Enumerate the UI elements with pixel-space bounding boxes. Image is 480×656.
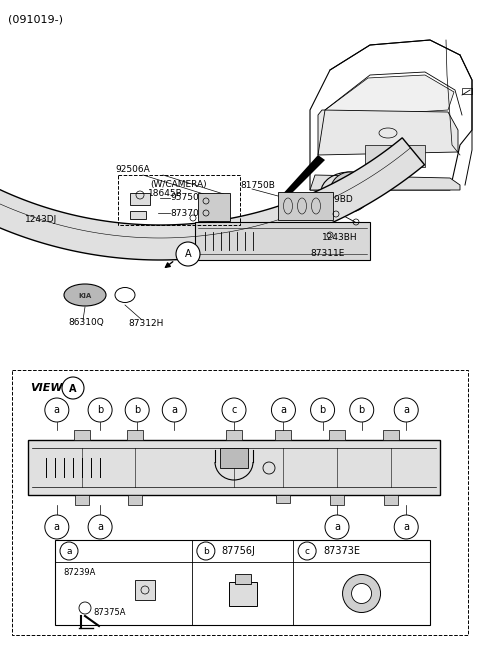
Circle shape — [394, 515, 418, 539]
Circle shape — [176, 242, 200, 266]
Text: 87373E: 87373E — [323, 546, 360, 556]
Text: 1243BH: 1243BH — [322, 234, 358, 243]
Text: a: a — [97, 522, 103, 532]
Circle shape — [45, 515, 69, 539]
Circle shape — [60, 542, 78, 560]
FancyBboxPatch shape — [365, 145, 425, 167]
Text: 86310Q: 86310Q — [68, 319, 104, 327]
FancyBboxPatch shape — [235, 573, 251, 583]
Circle shape — [350, 398, 374, 422]
Text: 1249BD: 1249BD — [318, 195, 354, 205]
FancyBboxPatch shape — [130, 211, 146, 219]
Ellipse shape — [64, 284, 106, 306]
FancyBboxPatch shape — [195, 222, 370, 260]
Text: c: c — [231, 405, 237, 415]
Circle shape — [325, 515, 349, 539]
Ellipse shape — [351, 583, 372, 604]
Text: 87311E: 87311E — [310, 249, 344, 258]
Text: a: a — [334, 522, 340, 532]
FancyBboxPatch shape — [276, 495, 290, 503]
FancyBboxPatch shape — [226, 430, 242, 440]
Circle shape — [311, 398, 335, 422]
Text: (W/CAMERA): (W/CAMERA) — [151, 180, 207, 190]
Ellipse shape — [343, 575, 381, 613]
Text: b: b — [97, 405, 103, 415]
FancyBboxPatch shape — [73, 430, 90, 440]
Polygon shape — [0, 138, 424, 260]
Text: a: a — [54, 405, 60, 415]
FancyBboxPatch shape — [12, 370, 468, 635]
FancyBboxPatch shape — [127, 430, 143, 440]
Circle shape — [272, 398, 296, 422]
Text: VIEW: VIEW — [30, 383, 62, 393]
Circle shape — [330, 172, 370, 212]
Polygon shape — [280, 155, 325, 200]
FancyBboxPatch shape — [55, 540, 430, 625]
Text: 87239A: 87239A — [63, 568, 96, 577]
Text: (091019-): (091019-) — [8, 14, 63, 24]
Text: 87312H: 87312H — [128, 319, 163, 327]
Text: 18645B: 18645B — [148, 188, 183, 197]
Text: b: b — [320, 405, 326, 415]
Polygon shape — [318, 110, 458, 155]
Text: 87370J: 87370J — [170, 209, 202, 218]
Circle shape — [125, 398, 149, 422]
Circle shape — [298, 542, 316, 560]
FancyBboxPatch shape — [198, 193, 230, 221]
Text: 87375A: 87375A — [94, 608, 126, 617]
Text: 92506A: 92506A — [115, 165, 150, 174]
Text: a: a — [403, 522, 409, 532]
Text: 87756J: 87756J — [222, 546, 256, 556]
Text: a: a — [171, 405, 177, 415]
FancyBboxPatch shape — [330, 495, 344, 505]
FancyBboxPatch shape — [74, 495, 88, 505]
Text: a: a — [280, 405, 287, 415]
FancyBboxPatch shape — [135, 580, 155, 600]
Text: b: b — [134, 405, 140, 415]
Circle shape — [45, 398, 69, 422]
FancyBboxPatch shape — [278, 192, 333, 220]
Circle shape — [394, 398, 418, 422]
Text: A: A — [185, 249, 192, 259]
Circle shape — [88, 398, 112, 422]
Text: 1243DJ: 1243DJ — [25, 216, 57, 224]
Polygon shape — [310, 175, 460, 190]
Circle shape — [88, 515, 112, 539]
FancyBboxPatch shape — [384, 495, 397, 505]
FancyBboxPatch shape — [276, 430, 291, 440]
FancyBboxPatch shape — [128, 495, 142, 505]
FancyBboxPatch shape — [383, 430, 398, 440]
Text: b: b — [203, 546, 209, 556]
Circle shape — [222, 398, 246, 422]
Text: 81750B: 81750B — [240, 180, 275, 190]
FancyBboxPatch shape — [220, 448, 248, 468]
Text: b: b — [359, 405, 365, 415]
Text: a: a — [403, 405, 409, 415]
Text: a: a — [54, 522, 60, 532]
Circle shape — [162, 398, 186, 422]
FancyBboxPatch shape — [28, 440, 440, 495]
Text: A: A — [69, 384, 77, 394]
Text: KIA: KIA — [78, 293, 92, 299]
FancyBboxPatch shape — [228, 581, 256, 605]
FancyBboxPatch shape — [329, 430, 345, 440]
Text: c: c — [305, 546, 310, 556]
Text: 95750L: 95750L — [170, 194, 204, 203]
FancyBboxPatch shape — [130, 193, 150, 205]
Circle shape — [62, 377, 84, 399]
Text: a: a — [66, 546, 72, 556]
Circle shape — [197, 542, 215, 560]
Polygon shape — [320, 75, 454, 118]
